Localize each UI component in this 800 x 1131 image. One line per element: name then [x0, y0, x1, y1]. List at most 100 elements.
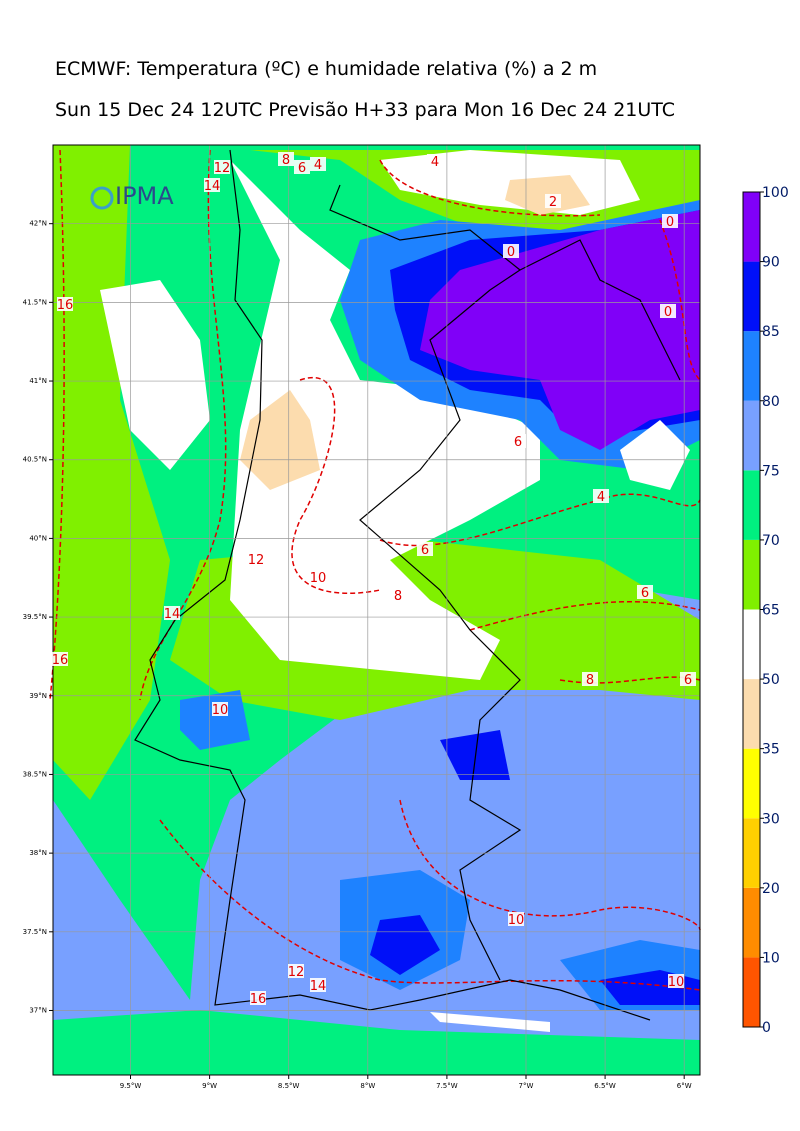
grid: [53, 145, 700, 1075]
map-fields: [53, 145, 700, 1075]
contour-label-bg: [57, 297, 73, 311]
contour-label-bg: [503, 244, 519, 258]
map-frame: [52, 144, 701, 1076]
colorbar-segment: [743, 748, 760, 819]
contour-label: 0: [666, 215, 674, 230]
contour-label-bg: [214, 160, 230, 174]
colorbar-label: 0: [762, 1020, 771, 1036]
colorbar: 0 10 20 30 35 50 65 70 75 80 85 90 100: [742, 185, 789, 1036]
contour-label: 6: [298, 161, 306, 176]
isotherms: [49, 149, 701, 991]
contour-label: 10: [310, 571, 327, 586]
colorbar-segment: [743, 470, 760, 540]
x-tick-label: 8°W: [360, 1082, 375, 1090]
y-tick-label: 41°N: [29, 377, 47, 385]
y-tick-label: 42°N: [29, 220, 47, 228]
colorbar-label: 20: [762, 881, 780, 897]
colorbar-segment: [743, 818, 760, 888]
x-tick-label: 6°W: [677, 1082, 692, 1090]
x-tick-label: 7.5°W: [436, 1082, 458, 1090]
contour-label-bg: [582, 672, 598, 686]
contour-label-bg: [294, 160, 310, 174]
logo-icon: [90, 186, 114, 210]
colorbar-label: 85: [762, 324, 780, 340]
contour-label-bg: [637, 585, 653, 599]
contour-label: 10: [668, 975, 685, 990]
contour-label: 10: [508, 913, 525, 928]
contour-label-bg: [660, 304, 676, 318]
contour-label: 12: [288, 965, 305, 980]
colorbar-label: 100: [762, 185, 789, 201]
contour-label-bg: [248, 552, 264, 566]
x-tick-label: 6.5°W: [594, 1082, 616, 1090]
contour-label: 6: [421, 543, 429, 558]
contour-label-bg: [310, 570, 326, 584]
contour-label-bg: [680, 672, 696, 686]
contour-label: 16: [52, 653, 69, 668]
colorbar-label: 70: [762, 533, 780, 549]
colorbar-label: 10: [762, 950, 780, 966]
contour-label: 4: [314, 158, 322, 173]
colorbar-segment: [743, 331, 760, 401]
contour-label: 14: [310, 979, 327, 994]
y-tick-label: 38.5°N: [23, 770, 47, 778]
y-tick-label: 39°N: [29, 692, 47, 700]
contour-label-bg: [212, 702, 228, 716]
y-tick-label: 37.5°N: [23, 928, 47, 936]
y-tick-label: 37°N: [29, 1006, 47, 1014]
contour-label: 14: [204, 179, 221, 194]
contour-label: 6: [684, 673, 692, 688]
contour-label: 0: [664, 305, 672, 320]
y-tick-label: 40°N: [29, 534, 47, 542]
contour-label: 14: [164, 607, 181, 622]
contour-label-bg: [164, 606, 180, 620]
contour-label: 8: [586, 673, 594, 688]
logo: IPMA: [115, 182, 174, 210]
x-tick-label: 9.5°W: [120, 1082, 142, 1090]
colorbar-segment: [743, 609, 760, 680]
contour-label: 6: [514, 435, 522, 450]
colorbar-segment: [743, 957, 760, 1027]
x-tick-label: 9°W: [202, 1082, 217, 1090]
contour-label: 4: [597, 490, 605, 505]
contour-label: 16: [57, 298, 74, 313]
colorbar-label: 65: [762, 603, 780, 619]
colorbar-label: 80: [762, 394, 780, 410]
subtitle: Sun 15 Dec 24 12UTC Previsão H+33 para M…: [55, 99, 675, 121]
colorbar-label: 35: [762, 742, 780, 758]
contour-label-bg: [288, 964, 304, 978]
contour-label-bg: [310, 157, 326, 171]
contour-label: 8: [282, 153, 290, 168]
y-tick-label: 40.5°N: [23, 456, 47, 464]
contour-label: 10: [212, 703, 229, 718]
contour-label: 12: [248, 553, 265, 568]
contour-label: 8: [394, 589, 402, 604]
contour-label: 16: [250, 992, 267, 1007]
contour-label: 12: [214, 161, 231, 176]
y-tick-label: 39.5°N: [23, 613, 47, 621]
contour-label-bg: [204, 178, 220, 192]
title: ECMWF: Temperatura (ºC) e humidade relat…: [55, 58, 597, 80]
x-tick-label: 8.5°W: [278, 1082, 300, 1090]
contour-label-bg: [310, 978, 326, 992]
contour-label: 4: [431, 155, 439, 170]
contour-label-bg: [662, 214, 678, 228]
colorbar-label: 30: [762, 811, 780, 827]
contour-label-bg: [278, 152, 294, 166]
colorbar-segment: [743, 887, 760, 958]
contour-label-bg: [545, 194, 561, 208]
colorbar-segment: [743, 539, 760, 610]
coastline: [134, 149, 681, 1021]
contour-label-bg: [390, 588, 406, 602]
colorbar-segment: [743, 400, 760, 471]
contour-label-bg: [510, 434, 526, 448]
contour-label-bg: [417, 542, 433, 556]
contour-label-bg: [52, 652, 68, 666]
y-tick-label: 38°N: [29, 849, 47, 857]
contour-label: 2: [549, 195, 557, 210]
y-tick-label: 41.5°N: [23, 298, 47, 306]
contour-label: 0: [507, 245, 515, 260]
contour-label: 6: [641, 586, 649, 601]
x-tick-label: 7°W: [519, 1082, 534, 1090]
